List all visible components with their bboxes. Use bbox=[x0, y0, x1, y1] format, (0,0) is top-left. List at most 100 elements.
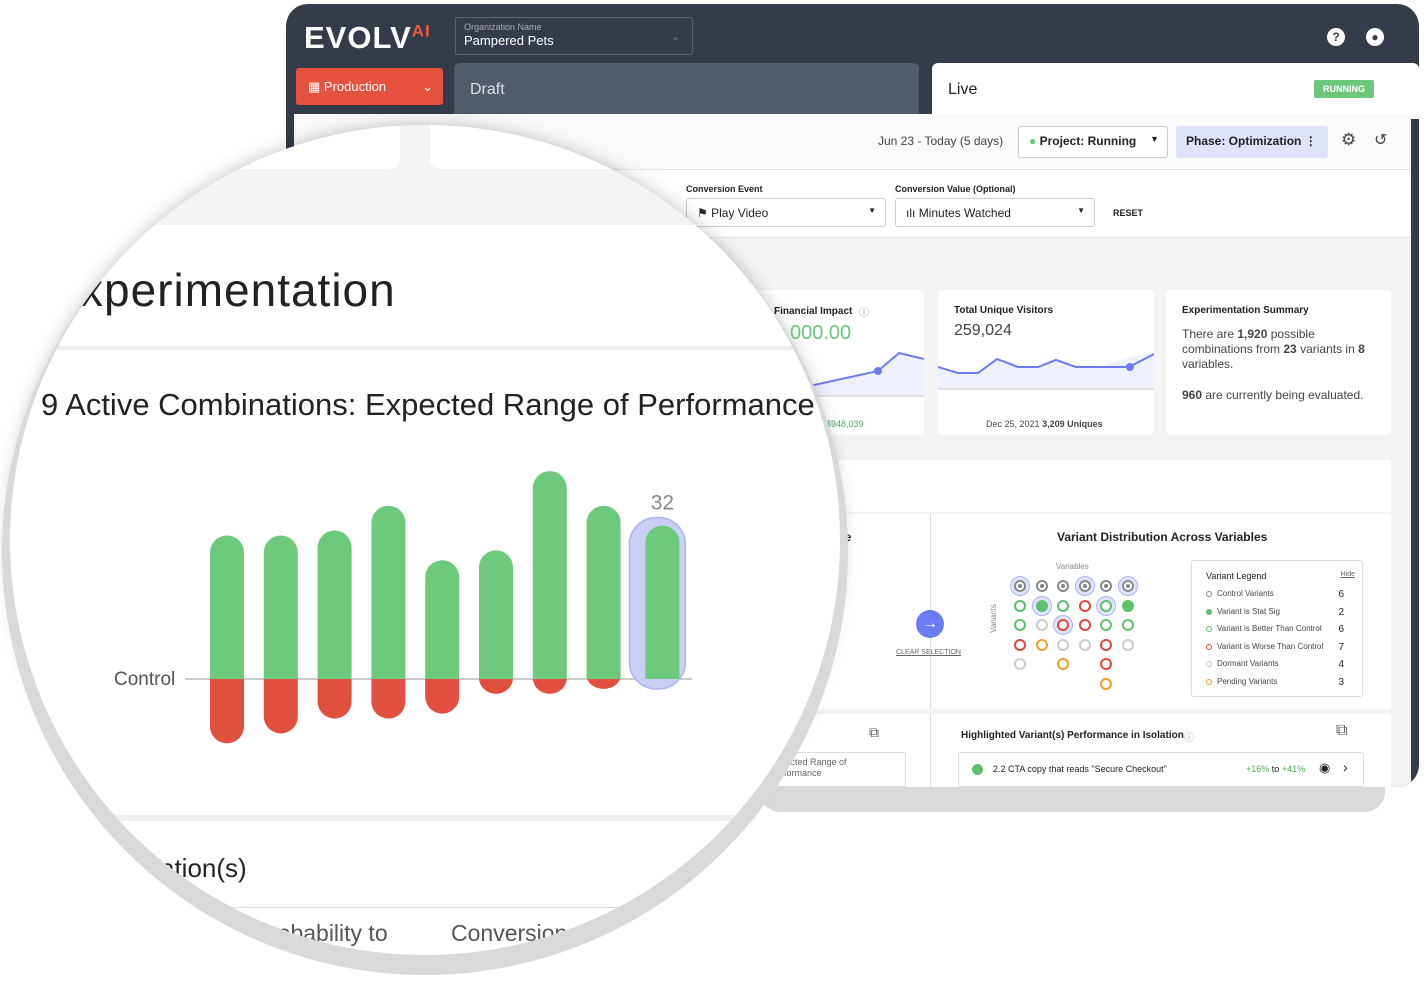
variant-dot[interactable] bbox=[1057, 619, 1069, 631]
legend-title: Variant Legend bbox=[1206, 571, 1267, 581]
bar-upper[interactable] bbox=[317, 530, 352, 680]
financial-value: 000.00 bbox=[790, 322, 852, 344]
variant-dot[interactable] bbox=[1057, 599, 1069, 612]
variant-dot[interactable] bbox=[1035, 599, 1048, 612]
range-to: to bbox=[1271, 764, 1280, 774]
conversion-value-select[interactable]: ılı Minutes Watched ▼ bbox=[895, 198, 1095, 227]
history-icon[interactable]: ↺ bbox=[1374, 132, 1388, 149]
bar-upper[interactable] bbox=[532, 471, 567, 679]
page-heading: xperimentation bbox=[80, 264, 396, 316]
experimentation-summary-card: Experimentation Summary There are 1,920 … bbox=[1166, 290, 1391, 435]
bar-upper[interactable] bbox=[425, 560, 460, 679]
help-icon[interactable]: ⓘ bbox=[1184, 733, 1194, 744]
variant-dot[interactable] bbox=[1100, 638, 1112, 651]
highlight-item[interactable]: 2.2 CTA copy that reads "Secure Checkout… bbox=[958, 752, 1364, 787]
visitors-value: 259,024 bbox=[954, 322, 1012, 339]
conversion-event-value: Play Video bbox=[711, 206, 769, 220]
variant-dot[interactable] bbox=[1100, 599, 1112, 612]
variant-dot[interactable] bbox=[1014, 619, 1026, 631]
x-axis-label: Variables bbox=[1056, 562, 1089, 571]
chevron-down-icon: ⌄ bbox=[670, 31, 680, 43]
variant-dot[interactable] bbox=[1035, 619, 1048, 631]
legend-marker-icon bbox=[1206, 679, 1212, 685]
variant-dot[interactable] bbox=[1014, 580, 1026, 592]
legend-label: Variant is Worse Than Control bbox=[1217, 641, 1324, 651]
tab-draft[interactable]: Draft bbox=[454, 63, 919, 119]
bar-upper[interactable] bbox=[479, 550, 513, 679]
highlight-title: Highlighted Variant(s) Performance in Is… bbox=[961, 730, 1184, 741]
bar-upper[interactable] bbox=[645, 525, 680, 679]
variant-dot[interactable] bbox=[1121, 619, 1134, 631]
variant-dot[interactable] bbox=[1057, 580, 1069, 592]
copy-icon[interactable]: ⧉ bbox=[869, 724, 879, 740]
org-select[interactable]: Organization Name Pampered Pets ⌄ bbox=[455, 17, 693, 55]
app-window: EVOLVAI Organization Name Pampered Pets ⌄ … bbox=[286, 4, 1419, 787]
help-icon[interactable]: ⓘ bbox=[859, 308, 869, 319]
visitors-footer-count: 3,209 Uniques bbox=[1042, 419, 1103, 429]
visitors-footer-date: Dec 25, 2021 bbox=[986, 419, 1040, 429]
phase-select[interactable]: Phase: Optimization ⋮ bbox=[1176, 126, 1328, 158]
clear-selection-link[interactable]: CLEAR SELECTION bbox=[896, 649, 961, 656]
bar-lower[interactable] bbox=[263, 662, 298, 734]
variant-grid bbox=[1014, 580, 1144, 700]
variant-dot[interactable] bbox=[1014, 638, 1026, 651]
legend-marker-icon bbox=[1206, 608, 1212, 615]
bar-lower[interactable] bbox=[210, 662, 244, 744]
variant-dot[interactable] bbox=[1078, 599, 1091, 612]
variant-dot[interactable] bbox=[1014, 658, 1026, 670]
visitors-sparkline bbox=[938, 352, 1154, 390]
chevron-right-icon[interactable]: › bbox=[1343, 759, 1348, 775]
project-status-select[interactable]: ● Project: Running ▼ bbox=[1018, 126, 1168, 158]
bar-upper[interactable] bbox=[210, 535, 244, 679]
reset-button[interactable]: RESET bbox=[1113, 208, 1144, 218]
gear-icon[interactable]: ⚙ bbox=[1341, 130, 1357, 149]
conversion-value-label: Conversion Value (Optional) bbox=[895, 184, 1016, 194]
help-icon[interactable]: ? bbox=[1327, 28, 1345, 46]
variant-dot[interactable] bbox=[1078, 638, 1091, 651]
hide-legend-link[interactable]: Hide bbox=[1340, 571, 1355, 578]
legend-count: 6 bbox=[1338, 624, 1344, 636]
variant-dot[interactable] bbox=[1057, 658, 1069, 670]
date-range[interactable]: Jun 23 - Today (5 days) bbox=[878, 134, 1004, 148]
summary-evaluated: 960 are currently being evaluated. bbox=[1182, 388, 1364, 402]
variant-dot[interactable] bbox=[1121, 599, 1134, 612]
legend-label: Dormant Variants bbox=[1217, 659, 1279, 669]
variant-dot[interactable] bbox=[1100, 658, 1112, 670]
legend-label: Pending Variants bbox=[1217, 677, 1278, 686]
user-icon[interactable]: ● bbox=[1366, 28, 1384, 46]
variant-dot[interactable] bbox=[1035, 638, 1048, 651]
magnified-header: xperimentation bbox=[10, 225, 840, 350]
bar-upper[interactable] bbox=[263, 535, 298, 679]
chart-title: 9 Active Combinations: Expected Range of… bbox=[41, 387, 815, 422]
eye-icon[interactable]: ◉ bbox=[1319, 760, 1331, 775]
tab-live[interactable]: Live RUNNING bbox=[932, 63, 1419, 119]
legend-count: 3 bbox=[1338, 677, 1344, 688]
variant-dot[interactable] bbox=[1121, 580, 1134, 592]
bar-upper[interactable] bbox=[586, 505, 621, 679]
variant-dot[interactable] bbox=[1100, 580, 1112, 592]
chevron-down-icon: ⌄ bbox=[422, 79, 433, 94]
legend-label: Variant is Stat Sig bbox=[1217, 606, 1280, 616]
variant-dot[interactable] bbox=[1014, 599, 1026, 612]
legend-marker-icon bbox=[1206, 591, 1212, 597]
variant-legend: Variant Legend Hide Control Variants 6 Var… bbox=[1191, 560, 1363, 697]
copy-icon[interactable]: ⧉ bbox=[1336, 722, 1348, 739]
variant-dot[interactable] bbox=[1121, 638, 1134, 651]
variant-dot[interactable] bbox=[1057, 638, 1069, 651]
variant-dot[interactable] bbox=[1078, 619, 1091, 631]
variant-dot[interactable] bbox=[1100, 619, 1112, 631]
unique-visitors-card: Total Unique Visitors 259,024 Dec 25, 20… bbox=[938, 290, 1154, 435]
legend-marker-icon bbox=[1206, 661, 1212, 668]
magnifier: xperimentation 9 Active Combinations: Ex… bbox=[10, 125, 840, 955]
production-button[interactable]: ▦ Production ⌄ bbox=[296, 68, 443, 105]
legend-count: 2 bbox=[1338, 606, 1344, 618]
variant-dot[interactable] bbox=[1100, 677, 1112, 690]
variant-dot[interactable] bbox=[1035, 580, 1048, 592]
environment-icon: ▦ bbox=[308, 79, 324, 94]
bar-upper[interactable] bbox=[371, 505, 406, 679]
financial-footer: $948,039 bbox=[826, 419, 864, 429]
arrow-right-icon[interactable]: → bbox=[916, 610, 944, 638]
legend-count: 6 bbox=[1338, 589, 1344, 600]
org-value: Pampered Pets bbox=[464, 33, 554, 48]
variant-dot[interactable] bbox=[1078, 580, 1091, 592]
